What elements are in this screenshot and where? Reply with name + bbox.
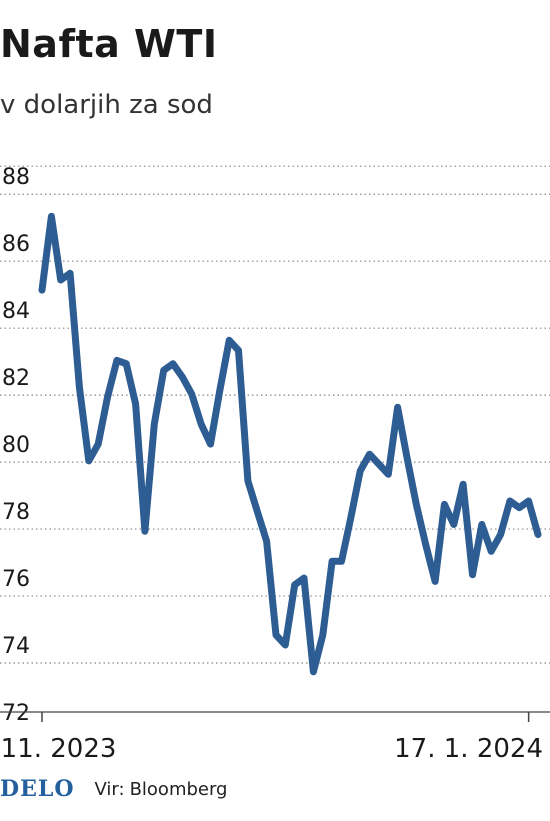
data-point	[320, 633, 325, 637]
data-point	[96, 442, 101, 447]
data-point	[245, 478, 250, 483]
data-point	[86, 458, 91, 463]
data-point	[479, 522, 484, 527]
source-value: Bloomberg	[129, 778, 228, 800]
delo-logo: DELO	[0, 776, 75, 802]
data-point	[283, 643, 288, 647]
data-point	[124, 361, 129, 366]
data-point	[405, 455, 409, 460]
data-point	[461, 482, 466, 487]
series-line	[38, 212, 542, 676]
y-tick-label: 80	[2, 433, 30, 458]
series-points	[40, 214, 540, 674]
y-tick-label: 84	[2, 299, 30, 324]
data-point	[199, 422, 204, 426]
source-label: Vir:	[94, 778, 125, 800]
data-point	[180, 375, 185, 380]
data-point	[114, 358, 119, 363]
data-point	[274, 633, 278, 637]
data-point	[348, 515, 353, 520]
data-point	[395, 405, 400, 410]
data-point	[264, 539, 269, 544]
data-point	[255, 509, 260, 514]
data-point	[58, 278, 63, 282]
data-point	[367, 452, 372, 457]
footer: DELO Vir: Bloomberg	[0, 774, 227, 804]
data-point	[171, 361, 175, 366]
data-point	[161, 368, 166, 373]
data-point	[152, 422, 157, 426]
data-point	[423, 542, 428, 547]
data-point	[470, 572, 475, 577]
x-tick-label: 17. 1. 2024	[394, 734, 543, 764]
data-point	[536, 532, 540, 537]
data-point	[302, 576, 306, 581]
data-point	[433, 579, 438, 584]
data-point	[142, 529, 147, 534]
source-note: Vir: Bloomberg	[94, 779, 227, 800]
y-tick-label: 88	[2, 165, 30, 190]
data-point	[339, 559, 344, 564]
data-point	[526, 499, 531, 503]
data-point	[227, 338, 232, 343]
y-tick-label: 78	[2, 500, 30, 525]
y-tick-label: 74	[2, 634, 30, 659]
data-point	[40, 288, 44, 293]
data-point	[489, 549, 494, 554]
data-point	[105, 395, 110, 400]
data-point	[358, 468, 363, 473]
data-point	[517, 505, 522, 510]
data-point	[386, 472, 391, 477]
data-point	[208, 442, 213, 447]
x-axis-ticks: 1. 11. 2023 17. 1. 2024	[0, 712, 543, 764]
data-point	[414, 502, 419, 507]
data-point	[292, 582, 297, 587]
data-point	[77, 385, 82, 390]
data-point	[507, 499, 512, 503]
y-tick-label: 86	[2, 232, 30, 257]
data-point	[68, 271, 73, 276]
y-tick-label: 76	[2, 567, 30, 592]
y-tick-label: 82	[2, 366, 30, 391]
y-tick-label: 72	[2, 701, 30, 726]
data-point	[451, 522, 456, 527]
data-point	[133, 401, 138, 406]
chart-subtitle: v dolarjih za sod	[0, 90, 213, 120]
data-point	[498, 532, 503, 537]
data-point	[311, 669, 316, 674]
data-point	[376, 462, 381, 467]
data-point	[442, 502, 447, 507]
data-point	[189, 391, 194, 396]
data-point	[49, 214, 54, 219]
data-point	[330, 559, 335, 564]
data-point	[236, 348, 241, 353]
data-point	[217, 388, 222, 393]
x-tick-label: 1. 11. 2023	[0, 734, 116, 764]
y-axis-tick-labels: 72 74 76 78 80 82 84 86 88	[2, 165, 30, 726]
chart-title: Nafta WTI	[0, 22, 218, 66]
